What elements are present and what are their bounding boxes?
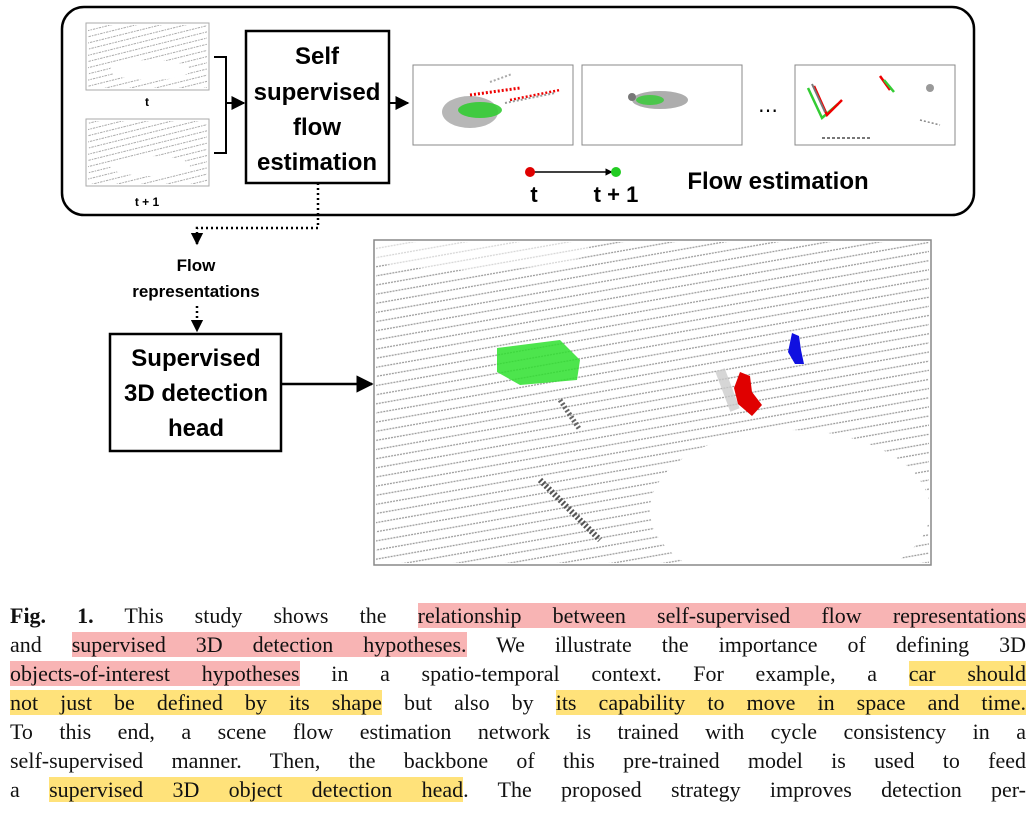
det-box-line-2: 3D detection [124, 380, 268, 407]
caption-line: objects-of-interest hypotheses in a spat… [10, 661, 1027, 686]
caption-line: To this end, a scene flow estimation net… [10, 719, 1026, 744]
flow-box-line-4: estimation [257, 149, 377, 176]
detected-car [497, 340, 580, 385]
caption-line: a supervised 3D object detection head. T… [10, 777, 1026, 802]
flow-box-line-1: Self [295, 43, 340, 70]
detected-pedestrian [788, 333, 804, 364]
flow-repr-line-1: Flow [177, 256, 216, 275]
flow-estimation-title: Flow estimation [687, 168, 868, 195]
frame-label-t1: t + 1 [135, 195, 160, 209]
caption-line: Fig. 1. This study shows the relationshi… [10, 603, 1026, 628]
frame-bracket [214, 56, 227, 154]
flow-box-line-2: supervised [254, 79, 381, 106]
lidar-frame-t-thumbnail [85, 22, 210, 91]
flow-thumbnail-2 [581, 64, 743, 146]
legend-t-dot [525, 167, 535, 177]
caption-line: self-supervised manner. Then, the backbo… [10, 748, 1026, 773]
flow-thumbnail-1 [412, 64, 574, 146]
det-box-line-3: head [168, 415, 224, 442]
legend-t1-dot [611, 167, 621, 177]
flow-box-line-3: flow [293, 114, 341, 141]
figure-label: Fig. 1. [10, 603, 94, 628]
figure-diagram: t t + 1 Self supervised flow estimation … [60, 5, 976, 566]
flow-thumbnail-3 [794, 64, 956, 146]
detection-head-box [108, 332, 283, 453]
figure-caption: Fig. 1. This study shows the relationshi… [10, 601, 1027, 804]
caption-line: not just be defined by its shape but als… [10, 690, 1026, 715]
det-box-line-1: Supervised [131, 345, 260, 372]
dotted-connector-top [190, 183, 320, 246]
caption-line: and supervised 3D detection hypotheses. … [10, 632, 1026, 657]
lidar-detection-scene [373, 239, 932, 566]
legend-t1-label: t + 1 [594, 182, 639, 207]
legend-t-label: t [530, 182, 538, 207]
frame-label-t: t [145, 95, 149, 109]
ellipsis: … [758, 93, 778, 117]
flow-repr-line-2: representations [132, 282, 260, 301]
lidar-frame-t1-thumbnail [85, 118, 210, 187]
flow-estimation-box [244, 29, 391, 185]
detected-cyclist [734, 372, 762, 416]
